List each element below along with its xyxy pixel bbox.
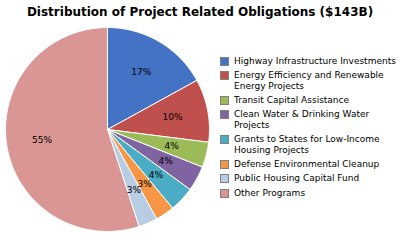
svg-text:17%: 17%	[131, 67, 151, 77]
svg-text:4%: 4%	[165, 141, 180, 151]
html-text:Transit Capital Assistance: Transit Capital Assistance	[234, 95, 350, 106]
svg-text:3%: 3%	[137, 179, 152, 190]
html-text:Distribution of Project Relate: Distribution of Project Related Obligati…	[26, 5, 374, 19]
svg-text:4%: 4%	[158, 156, 173, 166]
svg-text:55%: 55%	[32, 135, 52, 145]
html-text:Public Housing Capital Fund: Public Housing Capital Fund	[234, 173, 360, 184]
svg-text:4%: 4%	[148, 169, 163, 180]
svg-text:10%: 10%	[163, 112, 183, 122]
html-text:Defense Environmental Cleanup: Defense Environmental Cleanup	[234, 158, 380, 169]
html-text:Clean Water & Drinking Water P: Clean Water & Drinking Water Projects	[234, 109, 370, 130]
html-text:Other Programs: Other Programs	[234, 187, 306, 198]
html-text:Grants to States for Low-Incom: Grants to States for Low-Income Housing …	[234, 134, 380, 155]
svg-text:3%: 3%	[127, 185, 142, 195]
html-text:Energy Efficiency and Renewabl: Energy Efficiency and Renewable Energy P…	[234, 70, 384, 91]
html-text:Highway Infrastructure Investm: Highway Infrastructure Investments	[234, 56, 396, 67]
